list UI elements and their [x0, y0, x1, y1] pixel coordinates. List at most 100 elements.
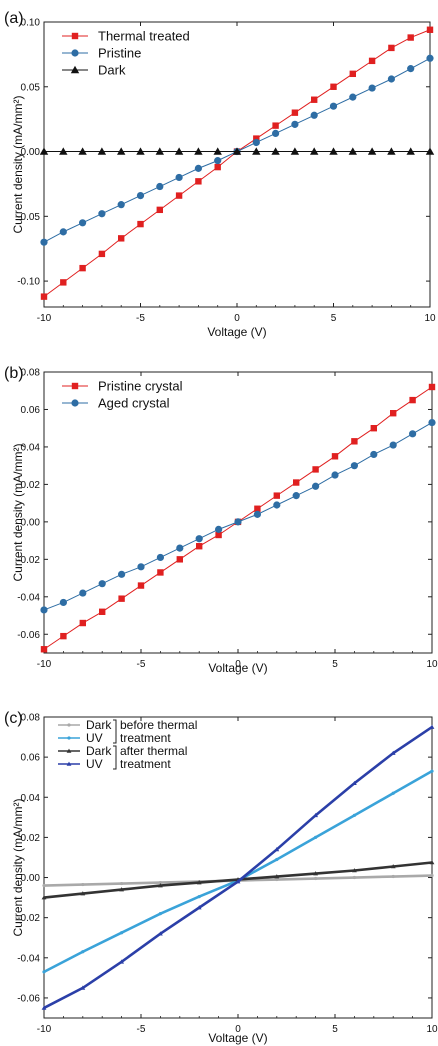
- data-point: [117, 147, 126, 155]
- data-point: [59, 228, 67, 236]
- data-point: [120, 931, 124, 935]
- data-point: [272, 122, 279, 129]
- data-point: [99, 608, 106, 615]
- y-tick-label: 0.02: [21, 480, 41, 491]
- legend-marker: [70, 65, 80, 74]
- y-tick-label: -0.04: [17, 953, 40, 964]
- data-point: [235, 879, 241, 884]
- data-point: [352, 780, 357, 786]
- y-tick-label: -0.04: [17, 592, 40, 603]
- data-point: [213, 147, 222, 155]
- data-point: [80, 891, 86, 896]
- data-point: [331, 453, 339, 460]
- chart-panel-1: (a) -10 -5 0 5 10 -0.10 -0.05 0.00 0.05 0.10 Voltag…: [4, 10, 436, 339]
- panel-label: (c): [4, 710, 23, 727]
- data-point: [406, 147, 415, 155]
- legend-group-label: before thermal: [120, 718, 197, 732]
- data-point: [194, 147, 203, 155]
- data-point: [215, 531, 222, 539]
- panel-label: (b): [4, 365, 24, 382]
- data-point: [40, 293, 48, 300]
- data-point: [429, 860, 435, 865]
- chart-panel-2: (b) -10 -5 0 5 10 -0.06 -0.04 -0.02 0.00 0.02 0.04 0…: [4, 365, 438, 675]
- x-tick-label: 0: [235, 659, 241, 670]
- x-tick-label: 5: [332, 659, 338, 670]
- data-point: [59, 147, 68, 155]
- data-point: [352, 868, 357, 873]
- data-point: [292, 492, 300, 500]
- y-tick-label: 0.06: [21, 753, 41, 764]
- data-point: [407, 65, 415, 73]
- data-point: [387, 75, 395, 83]
- x-tick-label: 10: [426, 659, 438, 670]
- y-tick-label: 0.10: [21, 18, 41, 29]
- legend-marker: [67, 736, 71, 740]
- legend-label: UV: [86, 757, 103, 771]
- data-point: [388, 44, 395, 52]
- y-tick-label: -0.02: [17, 913, 40, 924]
- y-tick-label: 0.02: [21, 833, 41, 844]
- x-axis-label: Voltage (V): [208, 1031, 267, 1045]
- data-point: [350, 462, 358, 470]
- data-point: [40, 238, 48, 246]
- legend-label: Dark: [86, 718, 112, 732]
- series-1: [40, 383, 436, 653]
- data-point: [273, 501, 281, 509]
- data-point: [196, 543, 203, 550]
- data-point: [119, 959, 124, 964]
- data-point: [274, 847, 280, 852]
- data-point: [387, 147, 396, 155]
- data-point: [79, 219, 87, 227]
- data-point: [391, 791, 395, 795]
- data-point: [310, 111, 318, 119]
- y-tick-label: -0.06: [17, 630, 40, 641]
- data-point: [293, 479, 300, 486]
- legend-group-label: after thermal: [120, 744, 187, 758]
- series-2: [40, 418, 436, 614]
- data-point: [426, 54, 434, 62]
- y-tick-label: 0.05: [21, 82, 41, 93]
- x-tick-label: -10: [37, 313, 52, 324]
- data-point: [81, 950, 85, 954]
- y-tick-label: 0.04: [21, 793, 41, 804]
- legend-marker: [71, 399, 79, 407]
- data-point: [39, 147, 49, 155]
- data-point: [368, 84, 376, 92]
- x-tick-label: 5: [331, 313, 337, 324]
- data-point: [98, 210, 106, 218]
- legend-label: Pristine crystal: [98, 379, 183, 394]
- data-point: [176, 544, 184, 552]
- y-tick-label: -0.02: [17, 555, 40, 566]
- y-tick-label: 0.00: [21, 873, 41, 884]
- data-point: [42, 883, 46, 888]
- data-point: [137, 220, 144, 228]
- data-point: [252, 138, 260, 147]
- data-point: [275, 877, 279, 882]
- data-point: [409, 396, 416, 404]
- legend-marker: [66, 748, 72, 753]
- legend-label: Pristine: [98, 46, 141, 61]
- data-point: [196, 880, 202, 885]
- data-point: [291, 120, 299, 128]
- data-point: [214, 157, 222, 165]
- x-axis-label: Voltage (V): [208, 661, 267, 675]
- data-point: [195, 535, 203, 543]
- data-point: [118, 235, 125, 242]
- data-point: [156, 182, 164, 191]
- data-point: [42, 970, 46, 974]
- data-point: [79, 264, 86, 272]
- data-point: [254, 505, 261, 512]
- data-point: [79, 619, 86, 627]
- y-axis-label: Current density (mA/mm²): [11, 95, 25, 233]
- y-axis-label: Current density (mA/mm²): [11, 443, 25, 581]
- y-tick-label: 0.06: [21, 405, 41, 416]
- series-line: [43, 770, 433, 974]
- data-point: [430, 769, 434, 773]
- data-point: [314, 876, 318, 881]
- data-point: [117, 201, 125, 209]
- y-tick-label: 0.00: [21, 147, 41, 158]
- data-point: [174, 147, 184, 155]
- data-point: [429, 724, 435, 729]
- data-point: [156, 206, 163, 214]
- data-point: [407, 34, 414, 41]
